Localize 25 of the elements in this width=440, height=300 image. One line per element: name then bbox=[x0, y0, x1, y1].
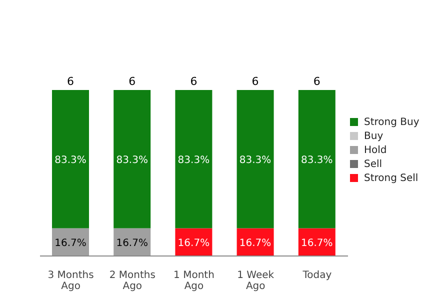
data-label: 83.3% bbox=[178, 155, 210, 166]
annotation: 6 bbox=[128, 75, 136, 88]
data-label: 83.3% bbox=[116, 155, 148, 166]
x-tick-label: 1 Week Ago bbox=[237, 270, 274, 292]
x-tick-label: Today bbox=[302, 270, 332, 281]
x-tick-label: 1 Month Ago bbox=[174, 270, 214, 292]
annotation: 6 bbox=[67, 75, 74, 88]
legend-label: Hold bbox=[364, 144, 387, 156]
x-tick-label: 2 Months Ago bbox=[109, 270, 156, 292]
data-label: 16.7% bbox=[116, 238, 148, 250]
data-label: 83.3% bbox=[54, 155, 86, 166]
legend-label: Buy bbox=[364, 130, 384, 142]
data-label: 83.3% bbox=[301, 155, 333, 166]
annotation: 6 bbox=[252, 75, 259, 88]
annotation: 6 bbox=[313, 75, 320, 88]
legend-label: Strong Buy bbox=[364, 116, 420, 128]
x-tick-label: 3 Months Ago bbox=[48, 270, 94, 292]
legend-label: Sell bbox=[364, 158, 382, 170]
annotation: 6 bbox=[190, 75, 198, 88]
data-label: 16.7% bbox=[178, 238, 210, 250]
data-label: 16.7% bbox=[301, 238, 333, 250]
data-label: 16.7% bbox=[54, 238, 86, 250]
data-label: 83.3% bbox=[239, 155, 272, 166]
data-label: 16.7% bbox=[239, 238, 272, 250]
legend-label: Strong Sell bbox=[364, 172, 418, 184]
